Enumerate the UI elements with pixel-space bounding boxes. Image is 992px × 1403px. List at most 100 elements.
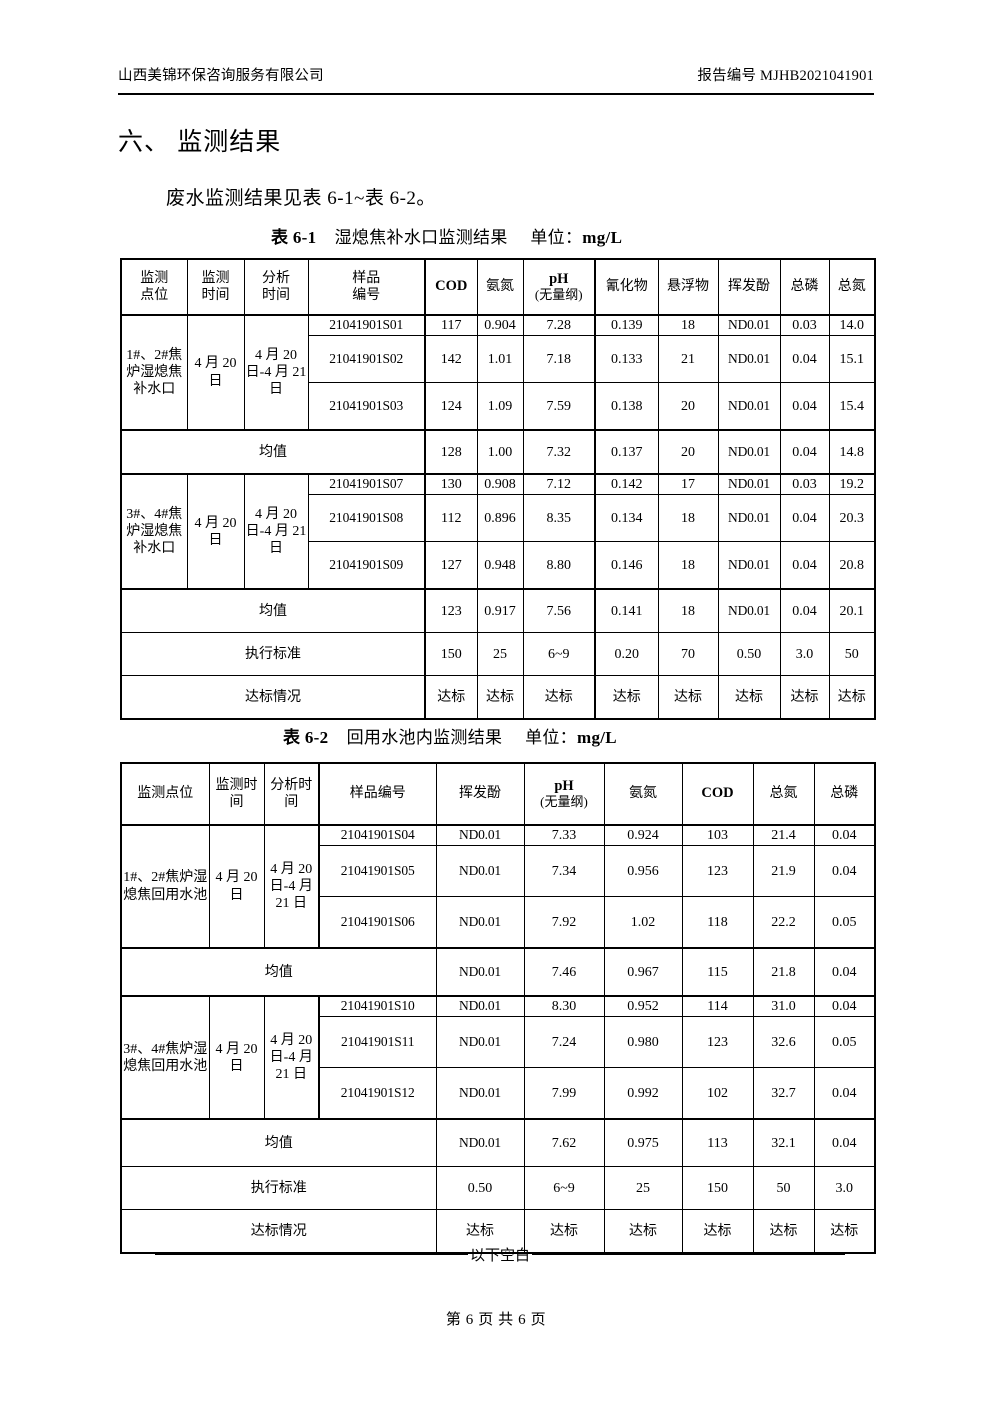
table2-g2-r1-phenol: ND0.01: [435, 995, 525, 1018]
table2-g2-r1-tn: 31.0: [752, 995, 815, 1018]
table-row: 1#、2#焦炉湿熄焦补水口 4 月 20 日 4 月 20 日-4 月 21 日…: [120, 314, 876, 431]
header-divider: [118, 93, 874, 95]
table2-standard-ammonia: 25: [603, 1166, 683, 1211]
table2-standard-tp: 3.0: [813, 1166, 876, 1211]
table2-g1-r3-phenol: ND0.01: [435, 896, 525, 949]
table1-g2-r2-ph: 8.35: [522, 494, 596, 543]
table1-g1-r1-cyanide: 0.139: [594, 314, 659, 337]
table1-standard-ammonia: 25: [476, 632, 524, 677]
table2-g2-r3-ammonia: 0.992: [603, 1067, 683, 1120]
table2-g2-r3-ph: 7.99: [523, 1067, 605, 1120]
table1-g1-r3-cod: 124: [424, 382, 478, 431]
table-row: 21041901S02 142 1.01 7.18 0.133 21 ND0.0…: [121, 335, 876, 384]
table2-g1-r2-cod: 123: [681, 845, 754, 898]
table2-g2-r1-ammonia: 0.952: [603, 995, 683, 1018]
table-row: 21041901S06 ND0.01 7.92 1.02 118 22.2 0.…: [121, 896, 876, 949]
blank-below-rule-left: [155, 1254, 468, 1255]
table2-g2-r3-tn: 32.7: [752, 1067, 815, 1120]
table-row: 3#、4#焦炉湿熄焦补水口 4 月 20 日 4 月 20 日-4 月 21 日…: [120, 473, 876, 590]
table1-col-suspended: 悬浮物: [657, 258, 719, 316]
table2-g2-mean-ammonia: 0.975: [603, 1118, 683, 1168]
table1-standard-tp: 3.0: [779, 632, 830, 677]
table1-header-row: 监测 点位 监测 时间 分析 时间 样品 编号 COD 氨氮 pH (无量纲) …: [120, 258, 876, 316]
table1-g2-mean-tp: 0.04: [779, 588, 830, 634]
table2-g2-mean-cod: 113: [681, 1118, 754, 1168]
table1-g2-mean-cyanide: 0.141: [594, 588, 659, 634]
table1-col-monitor-time: 监测 时间: [186, 258, 245, 316]
table1-g2-r1-phenol: ND0.01: [717, 473, 781, 496]
table1-g2-r1-sample: 21041901S07: [307, 473, 426, 496]
table1-g2-r2-tp: 0.04: [779, 494, 830, 543]
table2-compliance-phenol: 达标: [435, 1209, 525, 1254]
table1-standard-suspended: 70: [657, 632, 719, 677]
table1-g2-mean-ph: 7.56: [522, 588, 596, 634]
table1-g1-r3-tp: 0.04: [779, 382, 830, 431]
table1-g2-r3-tp: 0.04: [779, 541, 830, 590]
table1-g1-r2-sample: 21041901S02: [307, 335, 426, 384]
table1-g2-r2-phenol: ND0.01: [717, 494, 781, 543]
table2-g1-analysis-time: 4 月 20 日-4 月 21 日: [263, 824, 320, 949]
table2-g1-r1-cod: 103: [681, 824, 754, 847]
table1-col-ph-sub: (无量纲): [534, 286, 583, 302]
table1-g2-r3-cyanide: 0.146: [594, 541, 659, 590]
table1-g2-r1-ph: 7.12: [522, 473, 596, 496]
table1-col-analysis-time: 分析 时间: [243, 258, 309, 316]
table1-compliance-tp: 达标: [779, 675, 830, 720]
blank-below-rule-right: [532, 1254, 846, 1255]
table1-col-sample-label: 样品 编号: [352, 270, 381, 303]
table2-g1-r1-sample: 21041901S04: [318, 824, 437, 847]
table1-g1-mean-suspended: 20: [657, 429, 719, 476]
table1-caption-gap2: [508, 228, 531, 247]
table2-g2-r3-phenol: ND0.01: [435, 1067, 525, 1120]
table2-g1-r3-ph: 7.92: [523, 896, 605, 949]
table1-g1-mean-cyanide: 0.137: [594, 429, 659, 476]
table1-g2-monitor-time: 4 月 20 日: [186, 473, 245, 590]
table1-compliance-cod: 达标: [424, 675, 478, 720]
table1-compliance-phenol: 达标: [717, 675, 781, 720]
table2-g1-mean-ammonia: 0.967: [603, 947, 683, 998]
table1-g2-mean-tn: 20.1: [828, 588, 876, 634]
table1-g1-analysis-time: 4 月 20 日-4 月 21 日: [243, 314, 309, 431]
table1-g2-mean-ammonia: 0.917: [476, 588, 524, 634]
table2-compliance-label: 达标情况: [120, 1209, 437, 1254]
table2-caption-title: 回用水池内监测结果: [346, 728, 503, 747]
table2-g2-mean-phenol: ND0.01: [435, 1118, 525, 1168]
table2-standard-ph: 6~9: [523, 1166, 605, 1211]
table1-standard-label: 执行标准: [120, 632, 426, 677]
table1-g2-r1-ammonia: 0.908: [476, 473, 524, 496]
table2-g1-monitor-time: 4 月 20 日: [208, 824, 265, 949]
table1-standard-ph: 6~9: [522, 632, 596, 677]
table1-g2-r2-cod: 112: [424, 494, 478, 543]
table2-standard-cod: 150: [681, 1166, 754, 1211]
table1-col-ph: pH (无量纲): [522, 258, 596, 316]
table2-g1-mean-cod: 115: [681, 947, 754, 998]
table1-compliance-ammonia: 达标: [476, 675, 524, 720]
table2-col-ph-label: pH: [554, 777, 574, 794]
table1-unit-label: 单位：: [530, 228, 583, 247]
table1-standard-tn: 50: [828, 632, 876, 677]
table2-g1-r2-sample: 21041901S05: [318, 845, 437, 898]
table1-g2-analysis-time: 4 月 20 日-4 月 21 日: [243, 473, 309, 590]
page-footer: 第 6 页 共 6 页: [445, 1312, 547, 1328]
table2-g1-point: 1#、2#焦炉湿熄焦回用水池: [120, 824, 210, 949]
table2-caption-number: 表 6-2: [283, 728, 329, 747]
table1-g1-mean-label: 均值: [120, 429, 426, 476]
table1-g2-r2-cyanide: 0.134: [594, 494, 659, 543]
table1-g2-r1-tp: 0.03: [779, 473, 830, 496]
table2-standard-phenol: 0.50: [435, 1166, 525, 1211]
table2-g2-r1-sample: 21041901S10: [318, 995, 437, 1018]
table1-g2-r1-cyanide: 0.142: [594, 473, 659, 496]
table2-standard-label: 执行标准: [120, 1166, 437, 1211]
table1-g1-r1-tp: 0.03: [779, 314, 830, 337]
table2-col-phenol: 挥发酚: [435, 762, 525, 826]
table2-unit-label: 单位：: [525, 728, 577, 747]
table2-g1-r3-cod: 118: [681, 896, 754, 949]
table1-g2-r3-sample: 21041901S09: [307, 541, 426, 590]
table2-g2-mean-label: 均值: [120, 1118, 437, 1168]
table1-compliance-tn: 达标: [828, 675, 876, 720]
table1-g1-r3-suspended: 20: [657, 382, 719, 431]
table1-col-cod: COD: [424, 258, 478, 316]
table-row: 3#、4#焦炉湿熄焦回用水池 4 月 20 日 4 月 20 日-4 月 21 …: [120, 995, 876, 1120]
table1-g2-r3-tn: 20.8: [828, 541, 876, 590]
